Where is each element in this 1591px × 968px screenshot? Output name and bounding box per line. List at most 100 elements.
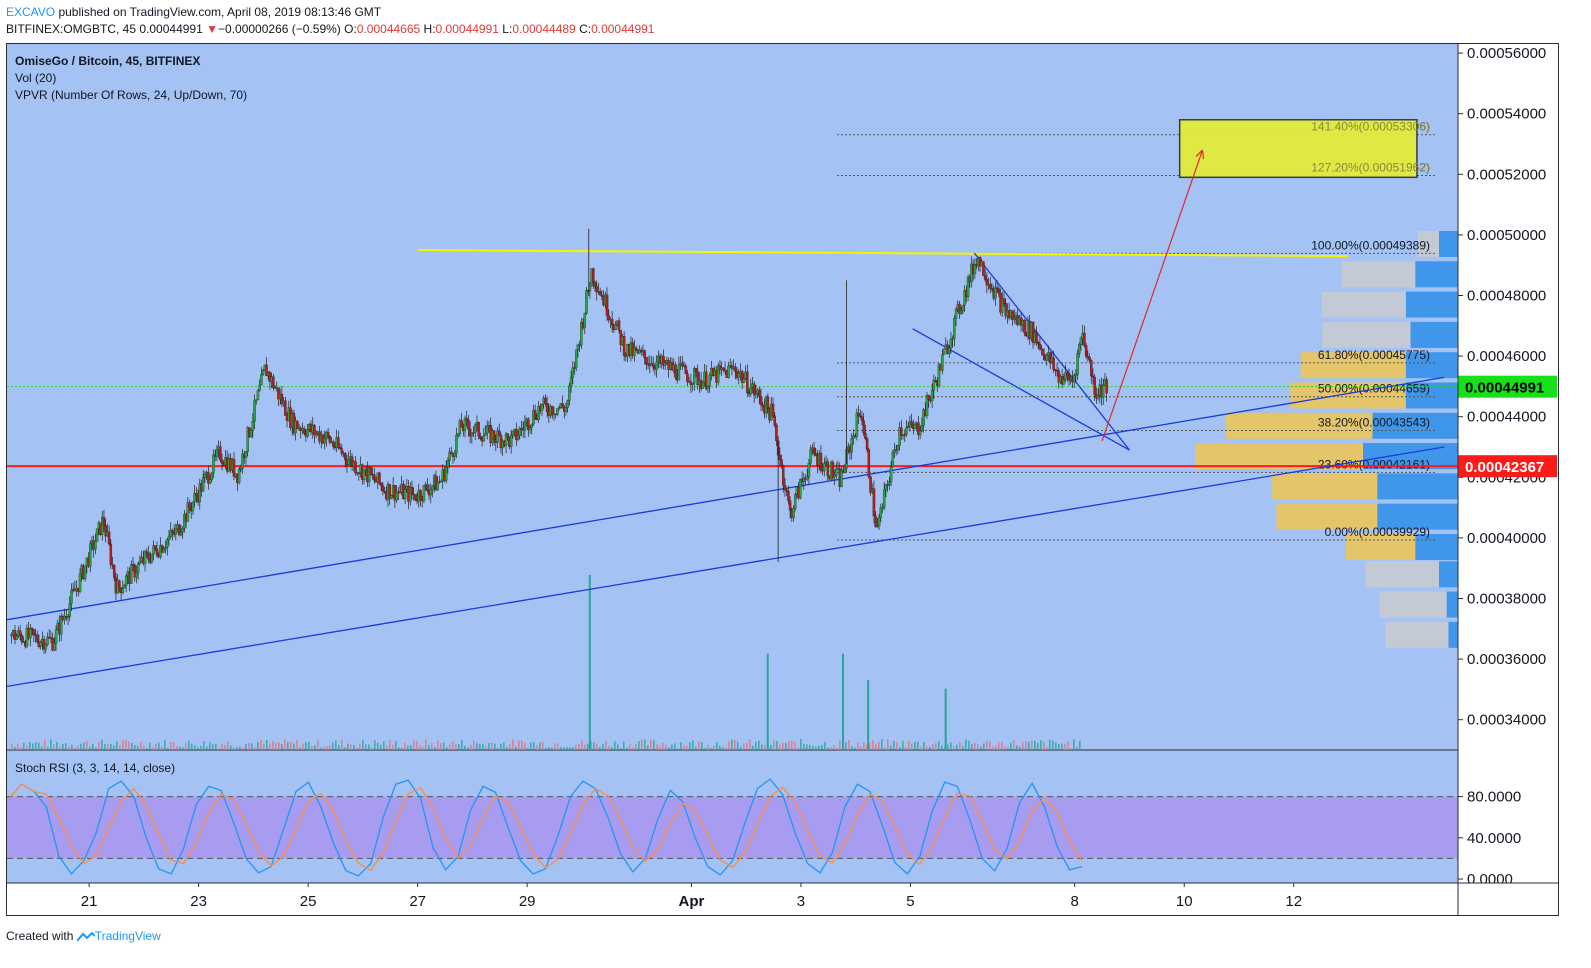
volume-bar: [662, 742, 664, 750]
candle-body: [961, 304, 965, 311]
tradingview-logo-icon: [76, 931, 95, 942]
volume-bar: [500, 743, 502, 750]
candle-body: [1035, 332, 1038, 343]
candle-body: [809, 449, 812, 464]
volume-bar: [563, 747, 565, 750]
volume-bar: [431, 742, 433, 750]
volume-bar: [224, 744, 226, 750]
volume-bar: [581, 739, 583, 750]
volume-bar: [365, 744, 367, 750]
candle-body: [889, 466, 893, 482]
candle-body: [446, 460, 450, 468]
volume-bar: [869, 742, 871, 750]
price-tick-label: 0.00034000: [1467, 712, 1546, 729]
volume-bar: [398, 747, 400, 750]
candle-body: [68, 603, 71, 617]
vpvr-down-bar: [1446, 591, 1458, 618]
volume-bar: [14, 746, 16, 750]
candle-body: [439, 481, 443, 483]
candle-body: [872, 488, 876, 517]
price-tick-label: 0.00040000: [1467, 530, 1546, 547]
volume-bar: [1043, 741, 1045, 750]
candle-body: [677, 364, 681, 381]
candle-body: [884, 484, 888, 490]
volume-spike: [766, 653, 769, 750]
volume-bar: [755, 741, 757, 750]
volume-bar: [1004, 746, 1006, 750]
candle-body: [118, 580, 121, 588]
candle-body: [793, 494, 797, 509]
candle-body: [383, 490, 386, 493]
candle-body: [436, 481, 439, 491]
candle-body: [583, 312, 587, 328]
volume-bar: [494, 743, 496, 750]
candle-body: [477, 422, 480, 437]
volume-bar: [152, 747, 154, 750]
volume-bar: [362, 739, 364, 750]
volume-bar: [263, 743, 265, 750]
candle-body: [859, 415, 862, 417]
volume-bar: [845, 742, 847, 750]
volume-bar: [569, 746, 571, 750]
tradingview-brand[interactable]: TradingView: [94, 929, 161, 943]
candle-body: [792, 508, 795, 518]
volume-bar: [491, 742, 493, 750]
volume-bar: [68, 746, 70, 750]
volume-bar: [506, 747, 508, 750]
candle-body: [749, 387, 753, 395]
candle-body: [651, 362, 655, 368]
volume-bar: [701, 742, 703, 750]
volume-bar: [746, 742, 748, 750]
candle-body: [823, 463, 826, 471]
symbol-label: BITFINEX:OMGBTC, 45: [6, 22, 137, 36]
price-tick-label: 0.00056000: [1467, 45, 1546, 62]
candle-body: [145, 551, 148, 554]
candle-body: [198, 483, 202, 503]
volume-bar: [947, 744, 949, 750]
volume-bar: [194, 745, 196, 750]
candle-body: [585, 290, 588, 314]
candle-body: [593, 282, 597, 287]
candle-body: [898, 427, 901, 446]
chart-canvas[interactable]: 141.40%(0.00053306) 127.20%(0.00051962) 10…: [7, 44, 1559, 916]
volume-bar: [98, 741, 100, 750]
volume-bar: [125, 739, 127, 750]
volume-bar: [791, 740, 793, 750]
candle-body: [600, 295, 604, 297]
candle-body: [35, 634, 39, 642]
volume-bar: [239, 746, 241, 750]
author-link[interactable]: EXCAVO: [6, 5, 56, 19]
candle-body: [674, 364, 677, 378]
vpvr-up-bar: [1322, 321, 1411, 348]
volume-bar: [146, 747, 148, 750]
time-tick-label: 12: [1285, 893, 1302, 910]
volume-bar: [1058, 743, 1060, 750]
candle-body: [785, 489, 788, 492]
candle-body: [578, 344, 581, 347]
volume-bar: [170, 741, 172, 750]
candle-body: [773, 415, 776, 426]
candle-body: [89, 543, 92, 567]
candle-body: [306, 429, 309, 437]
vpvr-up-bar: [1225, 412, 1373, 439]
candle-body: [212, 454, 215, 474]
fib-level-label: 23.60%(0.00042161): [1318, 457, 1430, 471]
volume-bar: [1010, 742, 1012, 750]
target-zone-fib-label: 127.20%(0.00051962): [1311, 160, 1430, 174]
volume-bar: [917, 741, 919, 750]
candle-body: [1078, 344, 1081, 354]
volume-bar: [611, 747, 613, 750]
vpvr-up-bar: [1345, 533, 1416, 560]
candle-body: [422, 485, 426, 501]
volume-spike: [867, 680, 870, 750]
volume-bar: [536, 745, 538, 750]
volume-bar: [809, 744, 811, 750]
candle-body: [367, 467, 371, 483]
volume-bar: [401, 746, 403, 750]
candle-body: [775, 424, 778, 442]
candle-body: [782, 465, 785, 486]
chart-frame[interactable]: 141.40%(0.00053306) 127.20%(0.00051962) 10…: [6, 43, 1559, 916]
volume-bar: [479, 743, 481, 750]
candle-body: [261, 370, 265, 375]
volume-bar: [404, 742, 406, 750]
